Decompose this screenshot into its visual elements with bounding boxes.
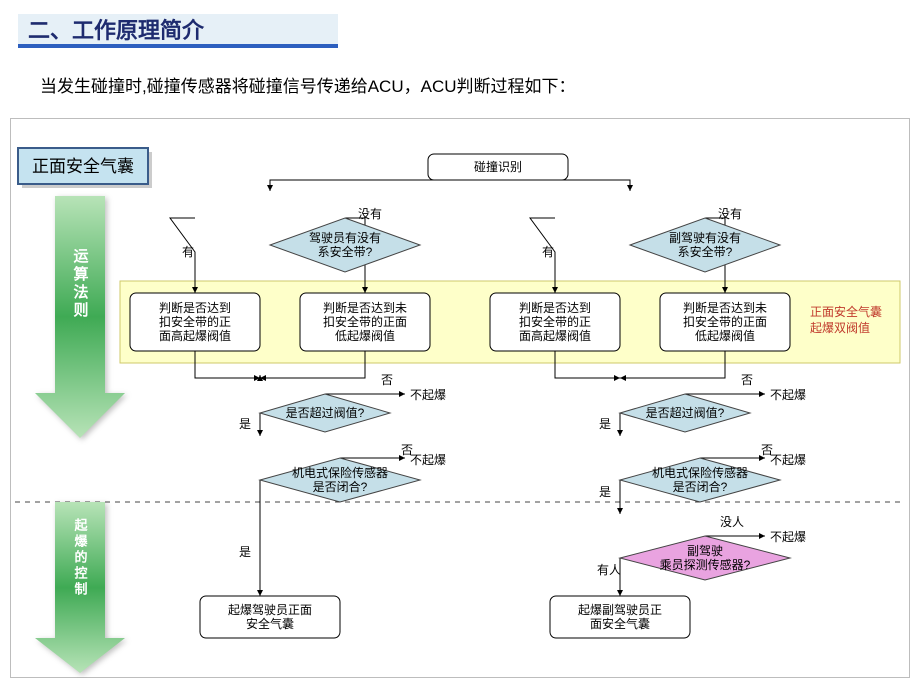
node-d_pax_belt: 副驾驶有没有系安全带? — [630, 218, 780, 272]
control-arrow: 起爆的控制 — [35, 502, 125, 673]
svg-text:机电式保险传感器: 机电式保险传感器 — [652, 465, 748, 480]
svg-text:起爆驾驶员正面: 起爆驾驶员正面 — [228, 602, 312, 617]
svg-text:低起爆阀值: 低起爆阀值 — [335, 328, 395, 343]
edge-label-pax_thr_no: 否 — [741, 373, 753, 387]
node-d_drv_belt: 驾驶员有没有系安全带? — [270, 218, 420, 272]
edge-label-pax_belt_yes: 有 — [542, 245, 554, 259]
intro-text: 当发生碰撞时,碰撞传感器将碰撞信号传递给ACU，ACU判断过程如下： — [40, 72, 576, 97]
section-title: 二、工作原理简介 — [18, 14, 338, 48]
edge-label-pax_thr_no_res: 不起爆 — [770, 388, 806, 402]
svg-text:乘员探测传感器?: 乘员探测传感器? — [660, 557, 751, 572]
node-d_pax_occ: 副驾驶乘员探测传感器? — [620, 536, 790, 580]
svg-text:是否闭合?: 是否闭合? — [313, 479, 368, 494]
edge-label-pax_thr_yes: 是 — [599, 417, 611, 431]
svg-text:是否超过阀值?: 是否超过阀值? — [286, 405, 365, 420]
node-r_drv_fire: 起爆驾驶员正面安全气囊 — [200, 596, 340, 638]
edge-label-pax_sens_no_res: 不起爆 — [770, 453, 806, 467]
edge-label-drv_sens_yes: 是 — [239, 545, 251, 559]
svg-text:判断是否达到: 判断是否达到 — [159, 300, 231, 315]
edge-label-pax_occ_yes: 有人 — [597, 563, 621, 577]
section-title-text: 二、工作原理简介 — [28, 13, 204, 45]
svg-text:面高起爆阀值: 面高起爆阀值 — [159, 328, 231, 343]
svg-text:判断是否达到: 判断是否达到 — [519, 300, 591, 315]
node-d_drv_thr: 是否超过阀值? — [260, 394, 390, 432]
svg-text:判断是否达到未: 判断是否达到未 — [323, 300, 407, 315]
svg-text:扣安全带的正面: 扣安全带的正面 — [323, 314, 407, 329]
band-note-2: 起爆双阀值 — [810, 320, 870, 335]
svg-text:面高起爆阀值: 面高起爆阀值 — [519, 328, 591, 343]
svg-text:副驾驶有没有: 副驾驶有没有 — [669, 230, 741, 245]
edge-label-drv_belt_no: 没有 — [358, 206, 382, 221]
legend-label: 正面安全气囊 — [32, 157, 134, 176]
edge-label-pax_sens_yes: 是 — [599, 485, 611, 499]
node-r_drv_no: 判断是否达到未扣安全带的正面低起爆阀值 — [300, 293, 430, 351]
band-note-1: 正面安全气囊 — [810, 304, 882, 319]
node-r_pax_no: 判断是否达到未扣安全带的正面低起爆阀值 — [660, 293, 790, 351]
svg-text:扣安全带的正: 扣安全带的正 — [519, 314, 591, 329]
node-r_pax_fire: 起爆副驾驶员正面安全气囊 — [550, 596, 690, 638]
svg-text:扣安全带的正面: 扣安全带的正面 — [683, 314, 767, 329]
node-r_drv_yes: 判断是否达到扣安全带的正面高起爆阀值 — [130, 293, 260, 351]
edge-label-drv_sens_no_res: 不起爆 — [410, 453, 446, 467]
node-d_pax_sens: 机电式保险传感器是否闭合? — [620, 458, 780, 502]
svg-text:安全气囊: 安全气囊 — [246, 616, 294, 631]
nodes-group: 碰撞识别驾驶员有没有系安全带?副驾驶有没有系安全带?判断是否达到扣安全带的正面高… — [130, 154, 790, 638]
node-d_drv_sens: 机电式保险传感器是否闭合? — [260, 458, 420, 502]
svg-text:是否超过阀值?: 是否超过阀值? — [646, 405, 725, 420]
algorithm-arrow: 运算法则 — [35, 196, 125, 438]
node-d_pax_thr: 是否超过阀值? — [620, 394, 750, 432]
svg-text:系安全带?: 系安全带? — [318, 244, 373, 259]
svg-text:面安全气囊: 面安全气囊 — [590, 616, 650, 631]
edge-label-drv_thr_yes: 是 — [239, 417, 251, 431]
svg-text:扣安全带的正: 扣安全带的正 — [159, 314, 231, 329]
control-arrow-label: 起爆的控制 — [73, 517, 89, 598]
edge-label-pax_belt_no: 没有 — [718, 206, 742, 221]
node-n_start: 碰撞识别 — [428, 154, 568, 180]
flowchart-canvas: 正面安全气囊 运算法则 起爆的控制 正面安全气囊 起爆双阀值 碰撞识别驾驶员有没… — [10, 118, 910, 678]
edge-label-pax_occ_no_res: 不起爆 — [770, 530, 806, 544]
edge-label-pax_occ_no: 没人 — [720, 514, 744, 529]
svg-text:起爆副驾驶员正: 起爆副驾驶员正 — [578, 602, 662, 617]
edge-label-drv_belt_yes: 有 — [182, 245, 194, 259]
svg-text:副驾驶: 副驾驶 — [687, 543, 723, 558]
svg-text:系安全带?: 系安全带? — [678, 244, 733, 259]
svg-text:判断是否达到未: 判断是否达到未 — [683, 300, 767, 315]
node-r_pax_yes: 判断是否达到扣安全带的正面高起爆阀值 — [490, 293, 620, 351]
svg-text:驾驶员有没有: 驾驶员有没有 — [309, 230, 381, 245]
edge-label-drv_thr_no_res: 不起爆 — [410, 388, 446, 402]
svg-text:是否闭合?: 是否闭合? — [673, 479, 728, 494]
svg-text:机电式保险传感器: 机电式保险传感器 — [292, 465, 388, 480]
algorithm-arrow-label: 运算法则 — [72, 248, 89, 320]
edge-label-drv_thr_no: 否 — [381, 373, 393, 387]
svg-text:低起爆阀值: 低起爆阀值 — [695, 328, 755, 343]
svg-text:碰撞识别: 碰撞识别 — [474, 159, 522, 174]
